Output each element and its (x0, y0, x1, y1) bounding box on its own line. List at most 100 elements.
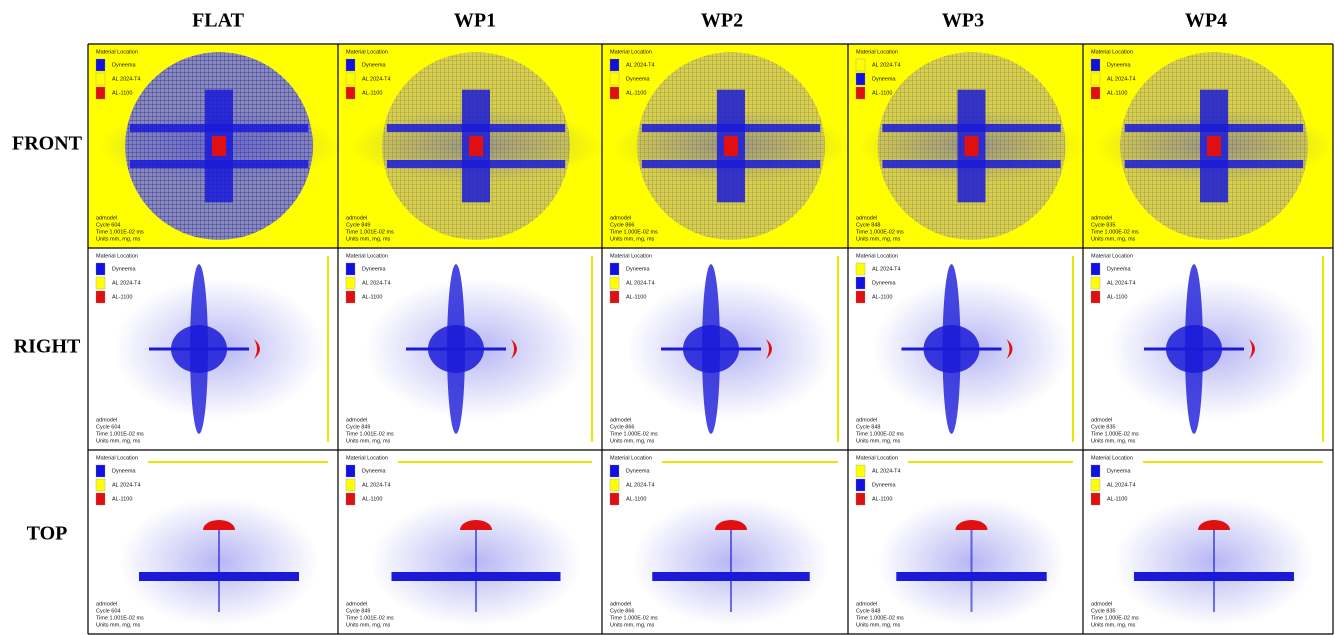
footer-text: Time 1.000E-02 ms (1091, 615, 1139, 621)
footer-text: Units mm, mg, ms (96, 438, 141, 444)
legend-label: AL-1100 (362, 90, 382, 96)
legend-swatch (346, 479, 355, 491)
legend-label: AL-1100 (1107, 90, 1127, 96)
legend-swatch (1091, 277, 1100, 289)
panel: Material LocationDyneemaAL 2024-T4AL-110… (1083, 450, 1333, 634)
legend-swatch (856, 263, 865, 275)
legend-swatch (96, 59, 105, 71)
legend-title: Material Location (346, 49, 388, 55)
legend-swatch (610, 73, 619, 85)
footer-text: Time 1.000E-02 ms (610, 615, 658, 621)
footer-text: admodel (856, 601, 877, 607)
legend-label: AL-1100 (112, 496, 132, 502)
legend-swatch (1091, 263, 1100, 275)
footer-text: admodel (96, 417, 117, 423)
footer-text: Cycle 866 (610, 424, 634, 430)
legend-title: Material Location (610, 253, 652, 259)
legend-label: Dyneema (872, 280, 896, 286)
legend-label: AL-1100 (1107, 294, 1127, 300)
legend-title: Material Location (346, 455, 388, 461)
legend-label: AL 2024-T4 (872, 62, 901, 68)
projectile (469, 136, 483, 156)
legend-label: AL-1100 (112, 90, 132, 96)
legend-label: AL-1100 (1107, 496, 1127, 502)
footer-text: Units mm, mg, ms (346, 622, 391, 628)
legend-label: AL 2024-T4 (872, 468, 901, 474)
legend-label: AL-1100 (626, 496, 646, 502)
footer-text: admodel (856, 417, 877, 423)
footer-text: Time 1.001E-02 ms (346, 615, 394, 621)
panel: Material LocationDyneemaAL 2024-T4AL-110… (88, 248, 338, 450)
legend-label: AL-1100 (112, 294, 132, 300)
legend-label: AL 2024-T4 (112, 76, 141, 82)
footer-text: Cycle 604 (96, 424, 120, 430)
legend-label: AL-1100 (872, 496, 892, 502)
footer-text: admodel (1091, 601, 1112, 607)
footer-text: Cycle 848 (856, 424, 880, 430)
legend-swatch (856, 479, 865, 491)
legend-label: AL 2024-T4 (626, 280, 655, 286)
footer-text: admodel (610, 215, 631, 221)
legend-title: Material Location (1091, 253, 1133, 259)
legend-swatch (1091, 493, 1100, 505)
footer-text: Units mm, mg, ms (346, 236, 391, 242)
footer-text: Cycle 604 (96, 222, 120, 228)
legend-title: Material Location (96, 253, 138, 259)
footer-text: admodel (1091, 417, 1112, 423)
footer-text: Cycle 849 (346, 608, 370, 614)
legend-label: Dyneema (626, 468, 650, 474)
footer-text: Cycle 835 (1091, 608, 1115, 614)
footer-text: Cycle 848 (856, 222, 880, 228)
legend-swatch (96, 493, 105, 505)
figure: FLATWP1WP2WP3WP4FRONTRIGHTTOPMaterial Lo… (0, 0, 1335, 635)
legend-label: AL 2024-T4 (362, 482, 391, 488)
footer-text: Time 1.000E-02 ms (610, 431, 658, 437)
legend-swatch (96, 479, 105, 491)
footer-text: admodel (346, 215, 367, 221)
footer-text: Units mm, mg, ms (1091, 622, 1136, 628)
legend-swatch (610, 493, 619, 505)
projectile (212, 136, 226, 156)
footer-text: Time 1.001E-02 ms (346, 229, 394, 235)
footer-text: Units mm, mg, ms (1091, 236, 1136, 242)
legend-label: AL 2024-T4 (1107, 76, 1136, 82)
footer-text: Time 1.000E-02 ms (1091, 229, 1139, 235)
footer-text: admodel (856, 215, 877, 221)
legend-label: AL 2024-T4 (1107, 280, 1136, 286)
legend-swatch (1091, 291, 1100, 303)
footer-text: Time 1.001E-02 ms (346, 431, 394, 437)
legend-label: AL-1100 (362, 496, 382, 502)
legend-swatch (856, 73, 865, 85)
legend-swatch (610, 87, 619, 99)
footer-text: Units mm, mg, ms (96, 236, 141, 242)
legend-title: Material Location (346, 253, 388, 259)
legend-label: AL 2024-T4 (626, 62, 655, 68)
legend-label: AL 2024-T4 (112, 280, 141, 286)
legend-title: Material Location (610, 455, 652, 461)
footer-text: Cycle 866 (610, 608, 634, 614)
legend-swatch (346, 87, 355, 99)
legend-swatch (856, 291, 865, 303)
legend-title: Material Location (1091, 49, 1133, 55)
projectile (965, 136, 979, 156)
row-header: FRONT (12, 133, 83, 155)
footer-text: admodel (1091, 215, 1112, 221)
legend-swatch (346, 59, 355, 71)
row-header: RIGHT (14, 336, 81, 358)
footer-text: Units mm, mg, ms (346, 438, 391, 444)
footer-text: admodel (610, 601, 631, 607)
legend-swatch (346, 73, 355, 85)
legend-label: Dyneema (362, 62, 386, 68)
legend-title: Material Location (856, 49, 898, 55)
legend-swatch (1091, 73, 1100, 85)
legend-swatch (1091, 465, 1100, 477)
column-header: WP3 (942, 10, 984, 32)
footer-text: Time 1.001E-02 ms (96, 229, 144, 235)
legend-swatch (96, 277, 105, 289)
footer-text: Cycle 849 (346, 424, 370, 430)
footer-text: admodel (96, 601, 117, 607)
legend-swatch (1091, 87, 1100, 99)
